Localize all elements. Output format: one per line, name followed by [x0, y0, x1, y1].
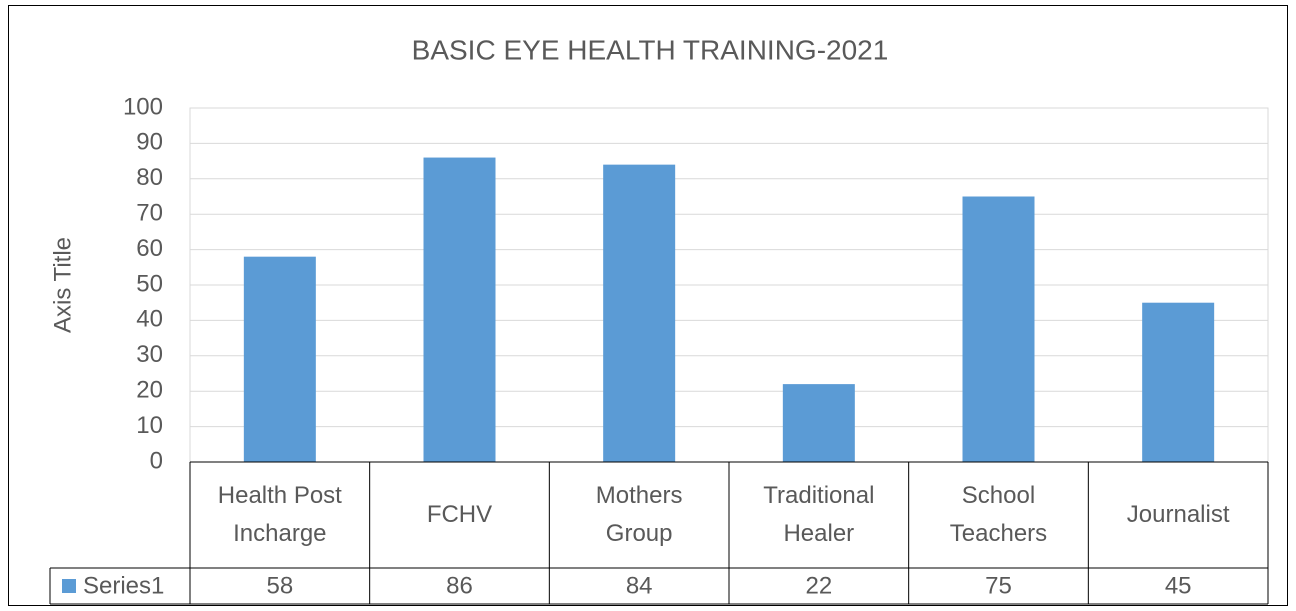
bar	[603, 164, 676, 462]
table-value: 22	[805, 572, 832, 599]
bar	[782, 384, 855, 462]
y-tick-label: 50	[136, 270, 163, 297]
table-value: 45	[1165, 572, 1192, 599]
table-value: 75	[985, 572, 1012, 599]
y-tick-label: 70	[136, 200, 163, 227]
bar	[962, 196, 1035, 462]
y-tick-label: 20	[136, 377, 163, 404]
y-axis-title: Axis Title	[49, 237, 76, 333]
y-tick-label: 40	[136, 306, 163, 333]
y-tick-label: 30	[136, 341, 163, 368]
category-label: Mothers Group	[595, 482, 683, 547]
table-value: 86	[446, 572, 473, 599]
category-label: School Teachers	[949, 482, 1048, 547]
chart-title: BASIC EYE HEALTH TRAINING-2021	[412, 34, 889, 65]
y-tick-label: 60	[136, 235, 163, 262]
bar	[423, 157, 496, 462]
bar	[1142, 302, 1215, 462]
y-tick-label: 0	[150, 447, 163, 474]
category-label: Journalist	[1126, 501, 1230, 528]
legend-swatch	[62, 579, 76, 593]
table-value: 58	[266, 572, 293, 599]
y-tick-label: 100	[123, 93, 163, 120]
category-label: FCHV	[426, 501, 493, 528]
category-label: Health Post Incharge	[217, 482, 342, 547]
legend-label: Series1	[83, 572, 164, 599]
y-tick-label: 90	[136, 129, 163, 156]
table-value: 84	[626, 572, 653, 599]
category-label: Traditional Healer	[763, 482, 875, 547]
bar	[243, 256, 316, 462]
y-tick-label: 80	[136, 164, 163, 191]
y-tick-label: 10	[136, 412, 163, 439]
